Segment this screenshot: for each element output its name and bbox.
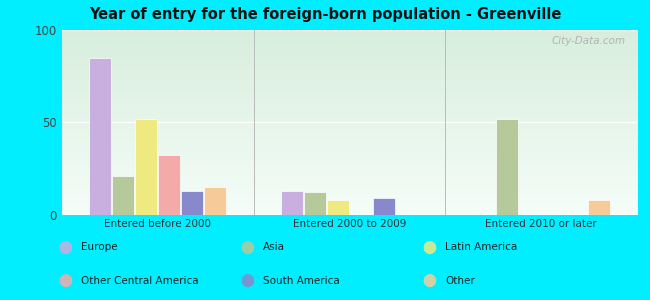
Text: City-Data.com: City-Data.com (551, 35, 625, 46)
Text: ⬤: ⬤ (240, 274, 254, 287)
Text: ⬤: ⬤ (422, 274, 436, 287)
Text: Year of entry for the foreign-born population - Greenville: Year of entry for the foreign-born popul… (89, 8, 561, 22)
Bar (304, 192, 326, 214)
Text: ⬤: ⬤ (58, 274, 72, 287)
Text: ⬤: ⬤ (240, 241, 254, 254)
Text: Latin America: Latin America (445, 242, 517, 253)
Bar (373, 198, 395, 214)
Bar (204, 187, 226, 214)
Bar (158, 155, 180, 214)
Bar (112, 176, 134, 214)
Bar (181, 190, 203, 214)
Bar (327, 200, 349, 214)
Bar (89, 58, 111, 214)
Text: Asia: Asia (263, 242, 285, 253)
Text: Europe: Europe (81, 242, 118, 253)
Text: Other: Other (445, 275, 475, 286)
Text: South America: South America (263, 275, 340, 286)
Bar (135, 118, 157, 214)
Text: Other Central America: Other Central America (81, 275, 199, 286)
Text: ⬤: ⬤ (422, 241, 436, 254)
Bar (496, 118, 517, 214)
Bar (281, 190, 303, 214)
Text: ⬤: ⬤ (58, 241, 72, 254)
Bar (588, 200, 610, 214)
